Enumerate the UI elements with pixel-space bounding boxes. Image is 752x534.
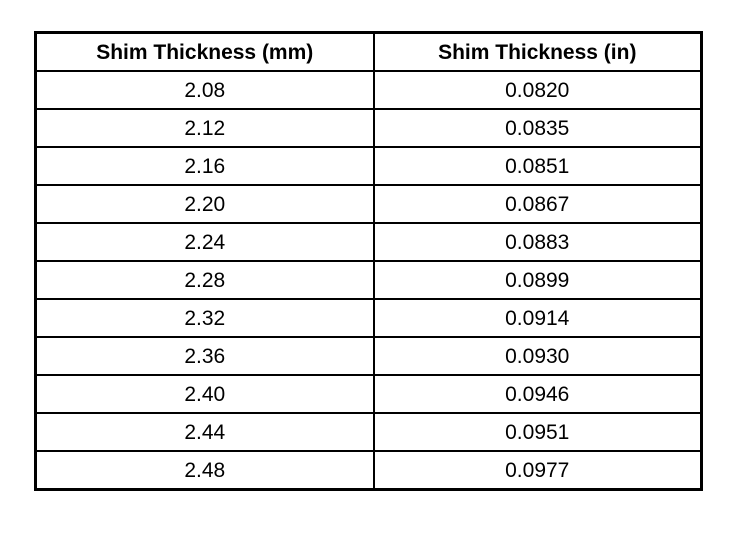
table-row: 2.48 0.0977 (34, 450, 703, 491)
cell-mm: 2.48 (34, 450, 375, 491)
cell-mm: 2.28 (34, 260, 375, 300)
cell-in: 0.0946 (372, 374, 703, 414)
table-row: 2.12 0.0835 (34, 108, 703, 148)
cell-in: 0.0951 (372, 412, 703, 452)
cell-in: 0.0930 (372, 336, 703, 376)
cell-mm: 2.12 (34, 108, 375, 148)
table-header-row: Shim Thickness (mm) Shim Thickness (in) (34, 31, 703, 72)
cell-mm: 2.08 (34, 70, 375, 110)
cell-mm: 2.20 (34, 184, 375, 224)
cell-mm: 2.16 (34, 146, 375, 186)
shim-thickness-table: Shim Thickness (mm) Shim Thickness (in) … (34, 31, 703, 491)
cell-in: 0.0914 (372, 298, 703, 338)
header-in: Shim Thickness (in) (372, 31, 703, 72)
table-row: 2.24 0.0883 (34, 222, 703, 262)
table-row: 2.20 0.0867 (34, 184, 703, 224)
cell-mm: 2.40 (34, 374, 375, 414)
cell-in: 0.0851 (372, 146, 703, 186)
cell-mm: 2.32 (34, 298, 375, 338)
table-row: 2.16 0.0851 (34, 146, 703, 186)
cell-mm: 2.44 (34, 412, 375, 452)
table-row: 2.28 0.0899 (34, 260, 703, 300)
cell-in: 0.0835 (372, 108, 703, 148)
cell-mm: 2.24 (34, 222, 375, 262)
cell-in: 0.0867 (372, 184, 703, 224)
cell-in: 0.0899 (372, 260, 703, 300)
table-row: 2.40 0.0946 (34, 374, 703, 414)
table-row: 2.44 0.0951 (34, 412, 703, 452)
cell-in: 0.0977 (372, 450, 703, 491)
table-row: 2.32 0.0914 (34, 298, 703, 338)
header-mm: Shim Thickness (mm) (34, 31, 375, 72)
table-row: 2.36 0.0930 (34, 336, 703, 376)
cell-in: 0.0883 (372, 222, 703, 262)
table-row: 2.08 0.0820 (34, 70, 703, 110)
cell-in: 0.0820 (372, 70, 703, 110)
cell-mm: 2.36 (34, 336, 375, 376)
